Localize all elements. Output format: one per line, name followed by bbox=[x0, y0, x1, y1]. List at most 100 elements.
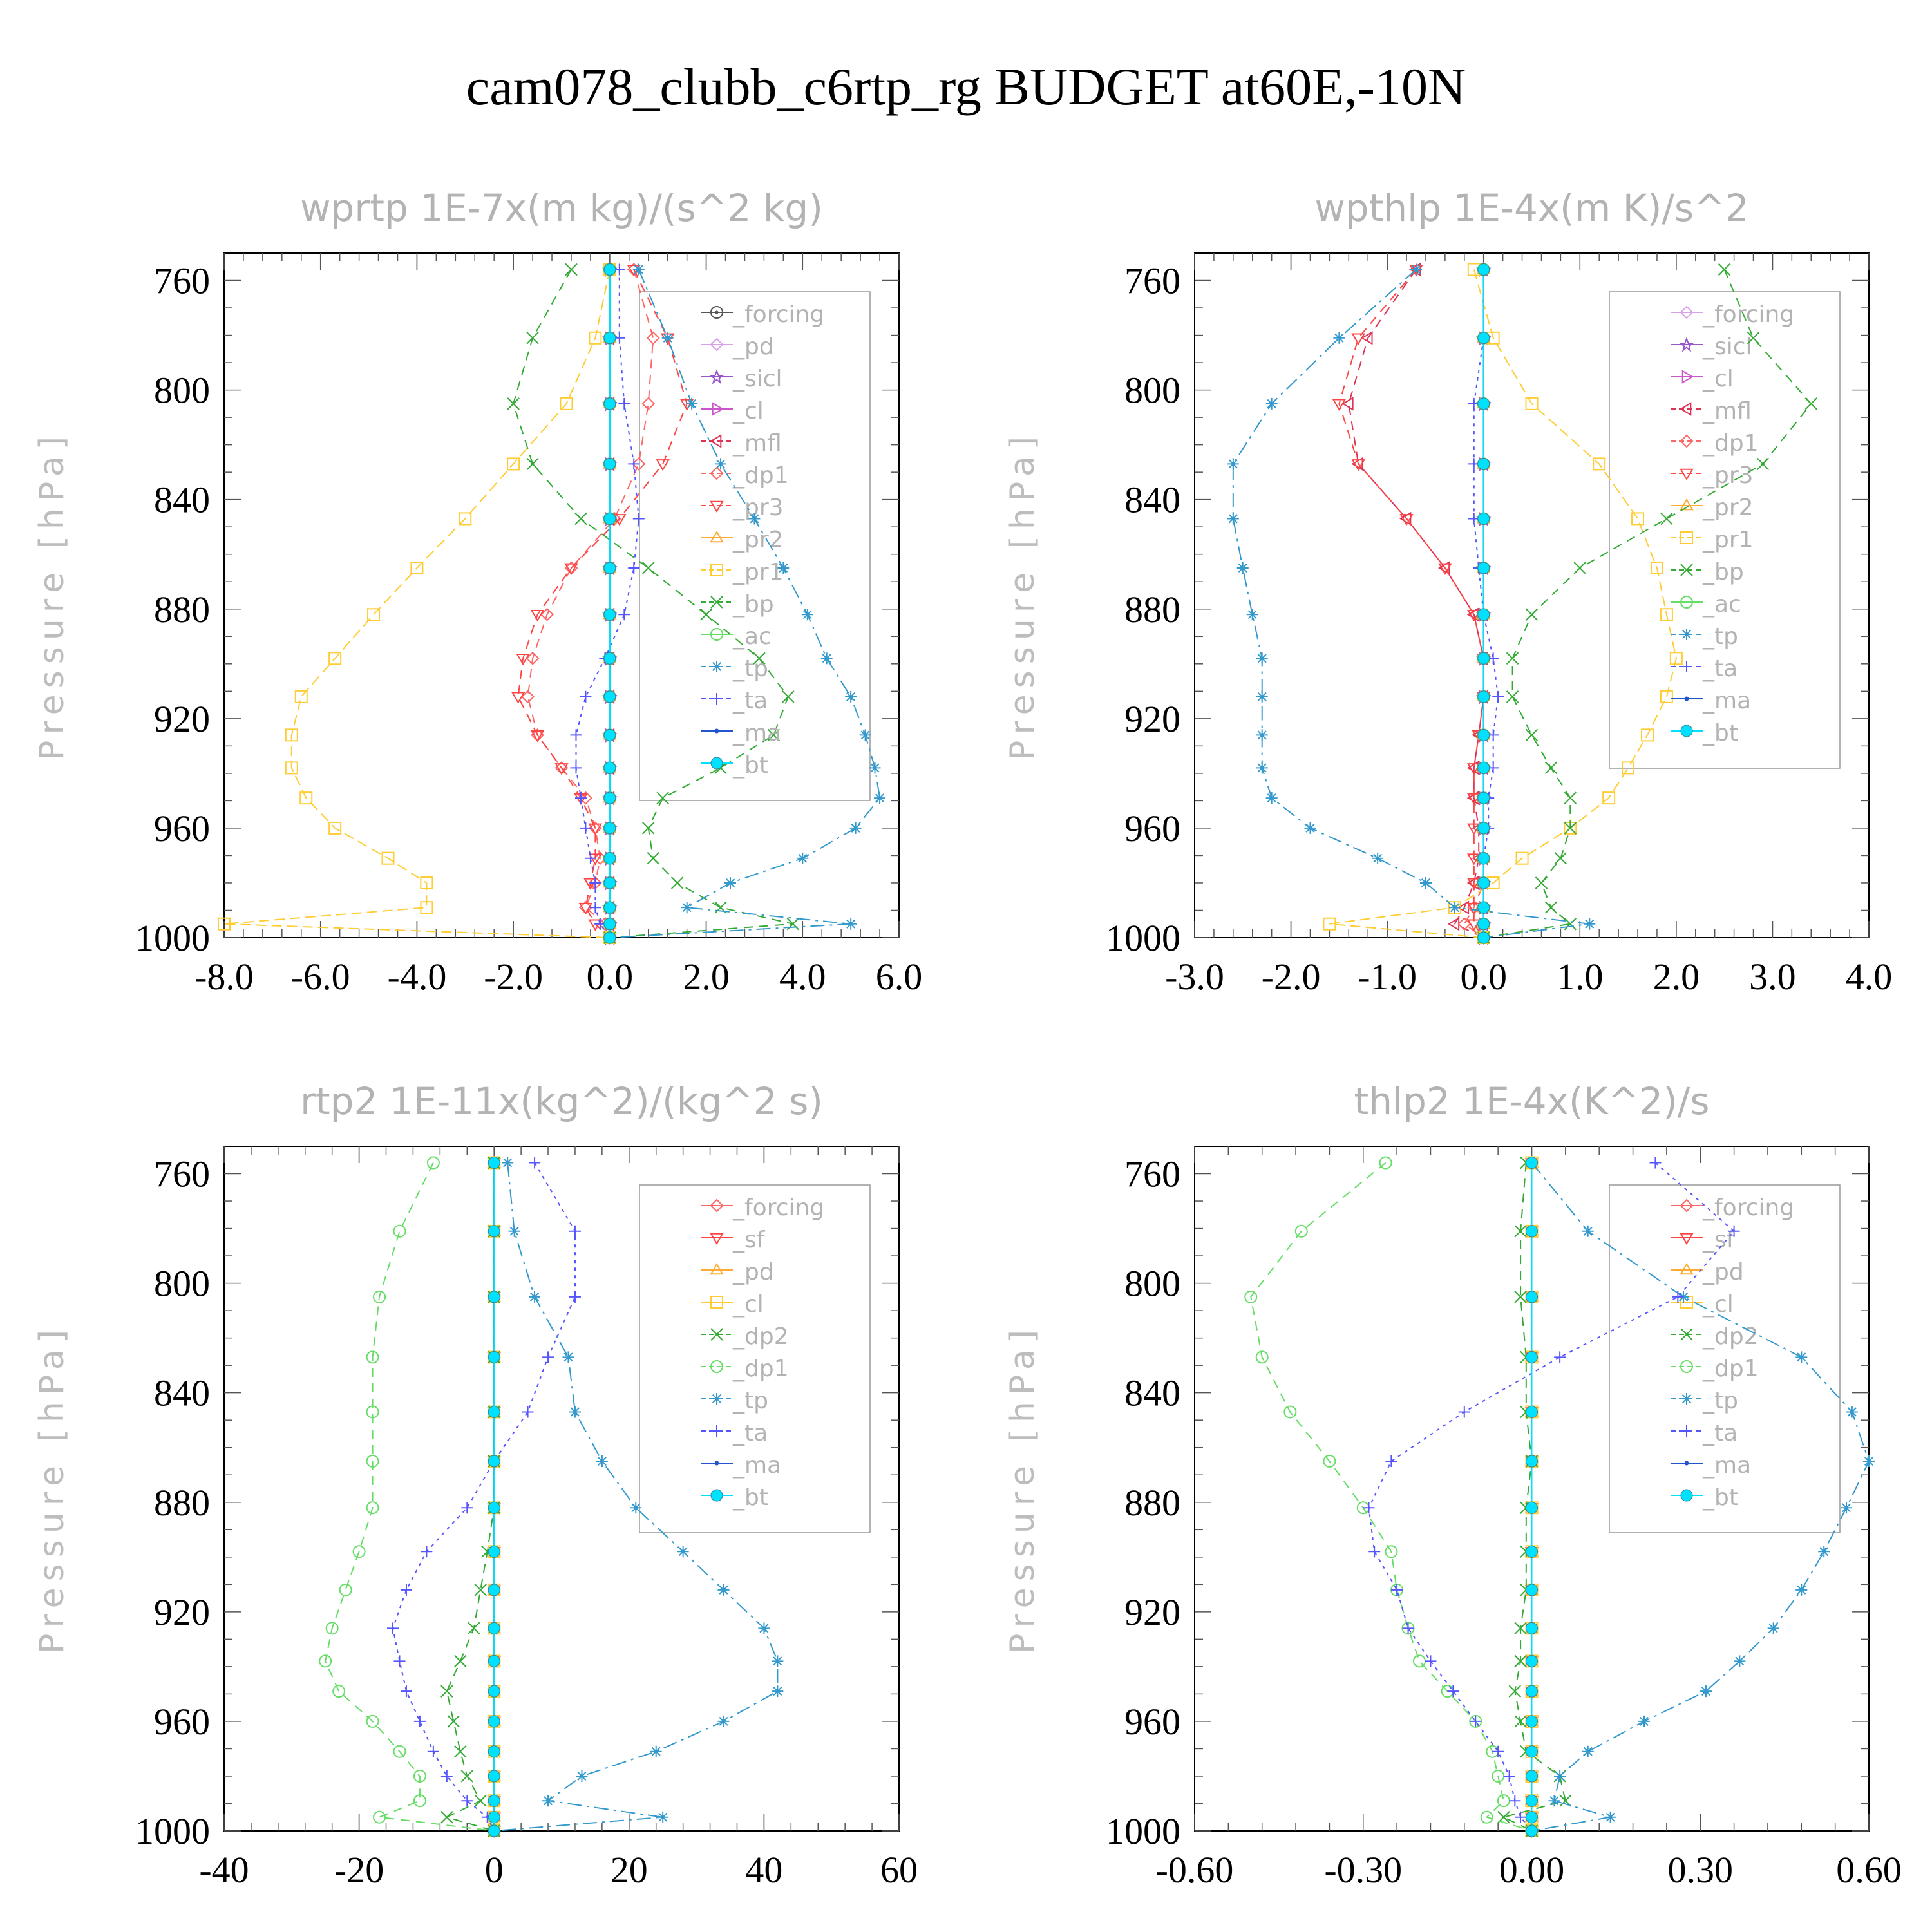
data-point bbox=[603, 690, 616, 703]
series-pr3 bbox=[1332, 265, 1491, 945]
legend-label: _pr1 bbox=[1702, 527, 1754, 553]
data-point bbox=[1526, 1545, 1538, 1558]
x-tick-label: -0.30 bbox=[1324, 1849, 1402, 1891]
data-point bbox=[569, 1406, 581, 1418]
data-point bbox=[1526, 1715, 1538, 1728]
data-point bbox=[1573, 562, 1586, 574]
x-tick-label: -3.0 bbox=[1165, 956, 1224, 998]
data-point bbox=[1582, 1745, 1594, 1757]
data-point bbox=[1554, 1770, 1566, 1782]
data-point bbox=[1458, 1406, 1470, 1418]
data-point bbox=[1372, 852, 1384, 864]
x-tick-label: -2.0 bbox=[1262, 956, 1321, 998]
legend-marker bbox=[1680, 1233, 1694, 1245]
data-point bbox=[1564, 918, 1577, 931]
data-point bbox=[285, 728, 298, 742]
data-point bbox=[373, 1290, 386, 1303]
data-point bbox=[299, 791, 313, 805]
data-point bbox=[627, 265, 641, 277]
legend-marker bbox=[710, 596, 723, 609]
legend-marker bbox=[1680, 564, 1693, 576]
data-point bbox=[1503, 1770, 1515, 1782]
data-point bbox=[542, 1795, 554, 1807]
data-point bbox=[447, 1715, 460, 1728]
x-tick-label: 40 bbox=[745, 1849, 782, 1891]
legend-entry: _cl bbox=[1671, 366, 1734, 392]
data-point bbox=[1497, 1794, 1510, 1808]
data-point bbox=[1256, 762, 1268, 774]
y-tick-label: 960 bbox=[1124, 808, 1180, 849]
series-dp2 bbox=[440, 1156, 500, 1837]
data-point bbox=[1544, 761, 1558, 775]
legend-label: _dp2 bbox=[732, 1323, 789, 1350]
series-line bbox=[1502, 1162, 1566, 1832]
data-point bbox=[413, 1769, 426, 1783]
y-tick-label: 960 bbox=[1124, 1701, 1180, 1743]
legend-label: _forcing bbox=[1702, 1195, 1794, 1221]
data-point bbox=[1700, 1685, 1712, 1698]
data-point bbox=[1467, 853, 1481, 866]
data-point bbox=[554, 763, 569, 775]
data-point bbox=[782, 690, 795, 703]
legend-box bbox=[639, 1184, 871, 1533]
legend-label: _bt bbox=[732, 1484, 768, 1511]
legend-entry: _pr3 bbox=[1671, 462, 1754, 489]
data-point bbox=[488, 1770, 500, 1783]
legend-marker bbox=[710, 531, 724, 543]
legend-entry: _ta bbox=[1671, 656, 1738, 682]
legend-entry: _dp1 bbox=[1671, 430, 1759, 457]
data-point bbox=[1480, 1810, 1493, 1824]
data-point bbox=[507, 457, 520, 471]
data-point bbox=[522, 1406, 534, 1418]
data-point bbox=[797, 852, 809, 864]
legend-marker bbox=[1684, 696, 1689, 701]
data-point bbox=[1602, 791, 1616, 805]
data-point bbox=[488, 1291, 500, 1303]
legend-marker bbox=[711, 1425, 723, 1437]
data-point bbox=[1747, 332, 1760, 345]
data-point bbox=[570, 762, 582, 774]
legend-label: _tp bbox=[732, 656, 768, 682]
data-point bbox=[1477, 690, 1490, 703]
data-point bbox=[1795, 1351, 1808, 1363]
legend-marker bbox=[710, 1233, 724, 1245]
data-point bbox=[777, 562, 790, 574]
legend-entry: _dp1 bbox=[701, 462, 789, 489]
series-line bbox=[513, 269, 793, 938]
data-point bbox=[753, 652, 766, 665]
data-point bbox=[724, 876, 736, 889]
series-line bbox=[1250, 1162, 1532, 1832]
data-point bbox=[1467, 902, 1481, 915]
legend-entry: _mfl bbox=[701, 430, 782, 457]
data-point bbox=[1863, 1455, 1875, 1467]
data-point bbox=[603, 263, 616, 276]
legend-entry: _ma bbox=[701, 1452, 781, 1479]
data-point bbox=[367, 608, 381, 621]
legend-label: _bt bbox=[732, 752, 768, 779]
data-point bbox=[1841, 1502, 1853, 1514]
data-point bbox=[1526, 1811, 1538, 1824]
data-point bbox=[570, 729, 582, 741]
data-point bbox=[1323, 917, 1336, 931]
series-bt bbox=[1477, 263, 1490, 944]
x-tick-label: -0.60 bbox=[1156, 1849, 1234, 1891]
data-point bbox=[488, 1811, 500, 1824]
data-point bbox=[874, 792, 886, 804]
data-point bbox=[440, 1811, 453, 1824]
legend-marker bbox=[1680, 1489, 1693, 1502]
data-point bbox=[468, 1622, 480, 1635]
data-point bbox=[1447, 1685, 1459, 1698]
data-point bbox=[1526, 1584, 1538, 1596]
data-point bbox=[540, 607, 554, 621]
plot-frame bbox=[223, 252, 900, 938]
legend-label: _dp1 bbox=[732, 1356, 789, 1382]
data-point bbox=[656, 791, 669, 804]
x-tick-label: 0.30 bbox=[1668, 1849, 1734, 1891]
legend-marker bbox=[1679, 337, 1694, 352]
legend-label: _ac bbox=[732, 623, 772, 650]
data-point bbox=[603, 918, 616, 931]
legend-entry: _ma bbox=[701, 720, 781, 746]
data-point bbox=[1526, 1225, 1538, 1238]
legend-marker bbox=[1680, 498, 1694, 511]
